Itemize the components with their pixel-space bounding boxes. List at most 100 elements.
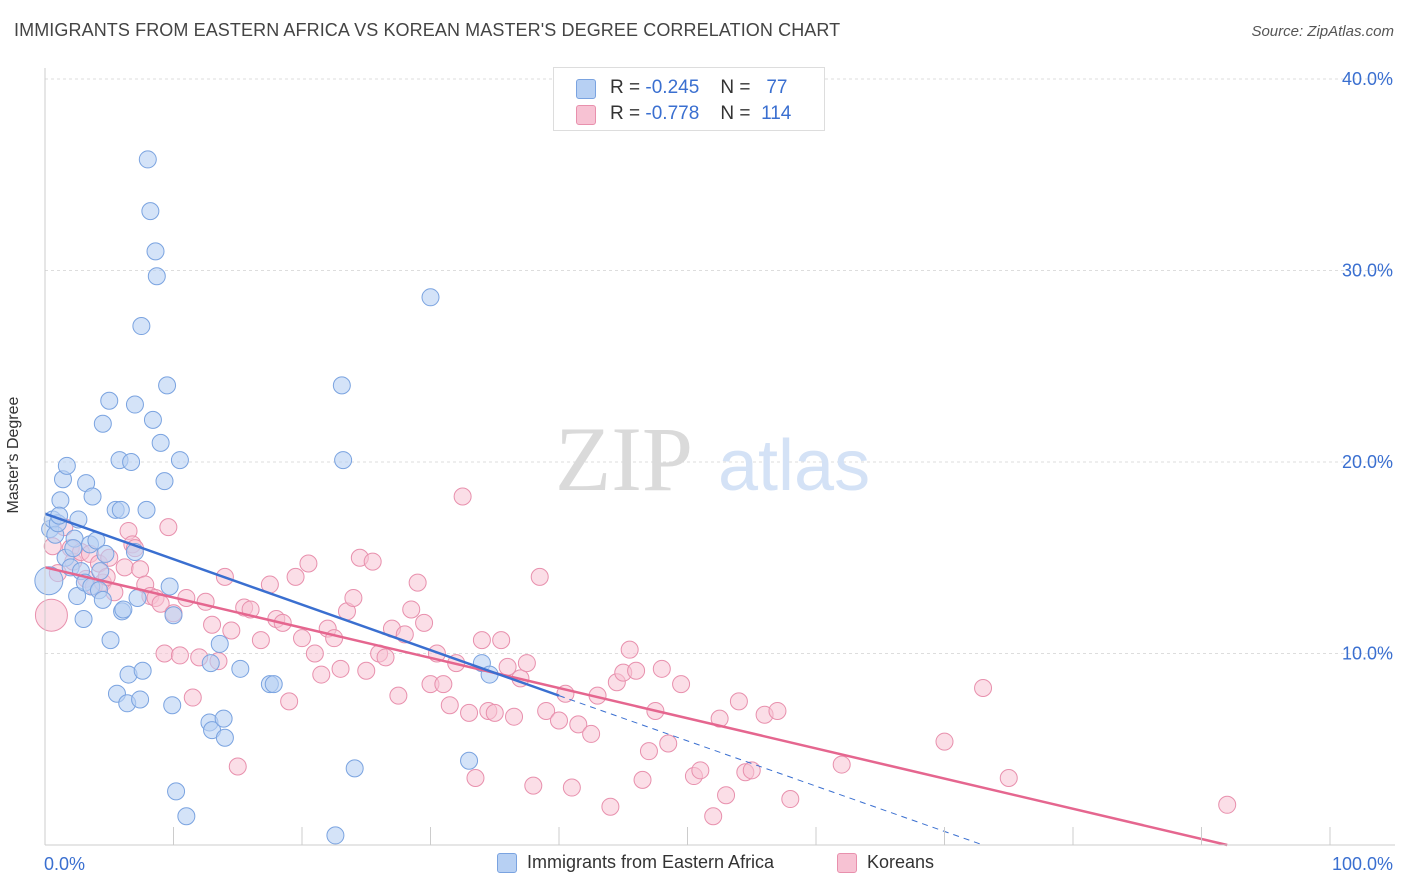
eastern-africa-point: [332, 376, 351, 395]
eastern-africa-point: [137, 500, 156, 519]
korean-point: [485, 703, 504, 722]
r-value: -0.778: [645, 103, 700, 124]
korean-point: [34, 598, 68, 632]
korean-point: [460, 703, 479, 722]
korean-point: [582, 724, 601, 743]
eastern-africa-point: [214, 709, 233, 728]
korean-point: [408, 573, 427, 592]
korean-point: [331, 659, 350, 678]
korean-point: [704, 807, 723, 826]
eastern-africa-point: [334, 451, 353, 470]
korean-point: [434, 675, 453, 694]
eastern-africa-point: [215, 728, 234, 747]
y-tick-label: 10.0%: [1342, 644, 1393, 664]
eastern-africa-point: [210, 634, 229, 653]
eastern-africa-point: [170, 451, 189, 470]
korean-point: [472, 631, 491, 650]
korean-point: [293, 629, 311, 648]
eastern-africa-point: [264, 675, 283, 694]
r-value: -0.245: [645, 77, 700, 98]
korean-point: [312, 665, 331, 684]
y-axis-label: Master's Degree: [5, 396, 22, 514]
korean-point: [196, 592, 215, 611]
n-value: 77: [766, 77, 788, 98]
korean-point: [228, 757, 247, 776]
eastern-africa-point: [100, 391, 119, 410]
korean-point: [627, 661, 646, 680]
y-tick-label: 30.0%: [1342, 261, 1393, 281]
korean-point: [299, 554, 318, 573]
legend-swatch-pink: [576, 105, 596, 125]
eastern-africa-point: [460, 751, 479, 770]
korean-point: [286, 567, 305, 586]
korean-point: [620, 640, 639, 659]
eastern-africa-point: [167, 782, 186, 801]
chart-title: IMMIGRANTS FROM EASTERN AFRICA VS KOREAN…: [14, 20, 841, 40]
korean-point: [781, 790, 800, 809]
korean-point: [363, 552, 382, 571]
korean-point: [652, 659, 671, 678]
korean-point: [550, 711, 568, 730]
eastern-africa-point: [74, 610, 93, 629]
x-tick-label-max: 100.0%: [1332, 854, 1393, 874]
n-label: N =: [720, 77, 751, 98]
korean-point: [633, 770, 652, 789]
korean-point: [415, 613, 434, 632]
eastern-africa-point: [125, 395, 144, 414]
eastern-africa-point: [132, 317, 151, 336]
korean-point: [159, 518, 178, 537]
korean-point: [492, 631, 511, 650]
source-label: Source: ZipAtlas.com: [1251, 23, 1394, 40]
eastern-africa-point: [345, 759, 364, 778]
eastern-africa-point: [131, 690, 150, 709]
korean-point: [729, 692, 748, 711]
korean-point: [376, 648, 395, 667]
korean-point: [742, 761, 761, 780]
korean-point: [131, 560, 150, 579]
korean-point: [974, 678, 993, 697]
legend-label-koreans: Koreans: [867, 852, 935, 872]
watermark-atlas: atlas: [718, 426, 870, 506]
grid-lines: [45, 78, 1395, 654]
eastern-africa-trend-extension: [558, 695, 984, 846]
eastern-africa-trend-line: [44, 512, 560, 697]
r-label: R =: [610, 77, 641, 98]
eastern-africa-point: [201, 654, 220, 673]
legend-swatch-pink: [837, 853, 857, 873]
correlation-legend: R = -0.245 N = 77 R = -0.778 N = 114: [553, 67, 825, 131]
n-label: N =: [720, 103, 751, 124]
korean-point: [505, 707, 524, 726]
korean-point: [203, 615, 222, 634]
eastern-africa-point: [51, 491, 70, 510]
korean-point: [672, 675, 691, 694]
eastern-africa-point: [141, 202, 160, 221]
korean-point: [639, 742, 658, 761]
eastern-africa-point: [155, 472, 174, 491]
eastern-africa-point: [93, 590, 112, 609]
eastern-africa-point: [138, 150, 157, 169]
y-tick-label: 40.0%: [1342, 69, 1393, 89]
korean-trend-line: [44, 566, 1228, 847]
korean-point: [832, 755, 851, 774]
watermark: ZIP atlas: [555, 408, 870, 510]
eastern-africa-point: [68, 587, 87, 606]
legend-label-eastern-africa: Immigrants from Eastern Africa: [527, 852, 775, 872]
eastern-africa-point: [146, 242, 165, 261]
korean-point: [155, 644, 174, 663]
eastern-africa-point: [91, 562, 110, 581]
korean-point: [440, 696, 459, 715]
axes: [44, 68, 1395, 846]
eastern-africa-point: [128, 588, 147, 607]
trend-lines: [44, 512, 1228, 847]
eastern-africa-point: [231, 659, 250, 678]
r-label: R =: [610, 103, 641, 124]
korean-point: [1218, 795, 1237, 814]
n-value: 114: [761, 103, 792, 124]
korean-point: [357, 661, 376, 680]
korean-point: [389, 686, 408, 705]
korean-point: [524, 776, 543, 795]
korean-point: [344, 588, 363, 607]
eastern-africa-point: [64, 539, 83, 558]
korean-point: [115, 558, 134, 577]
